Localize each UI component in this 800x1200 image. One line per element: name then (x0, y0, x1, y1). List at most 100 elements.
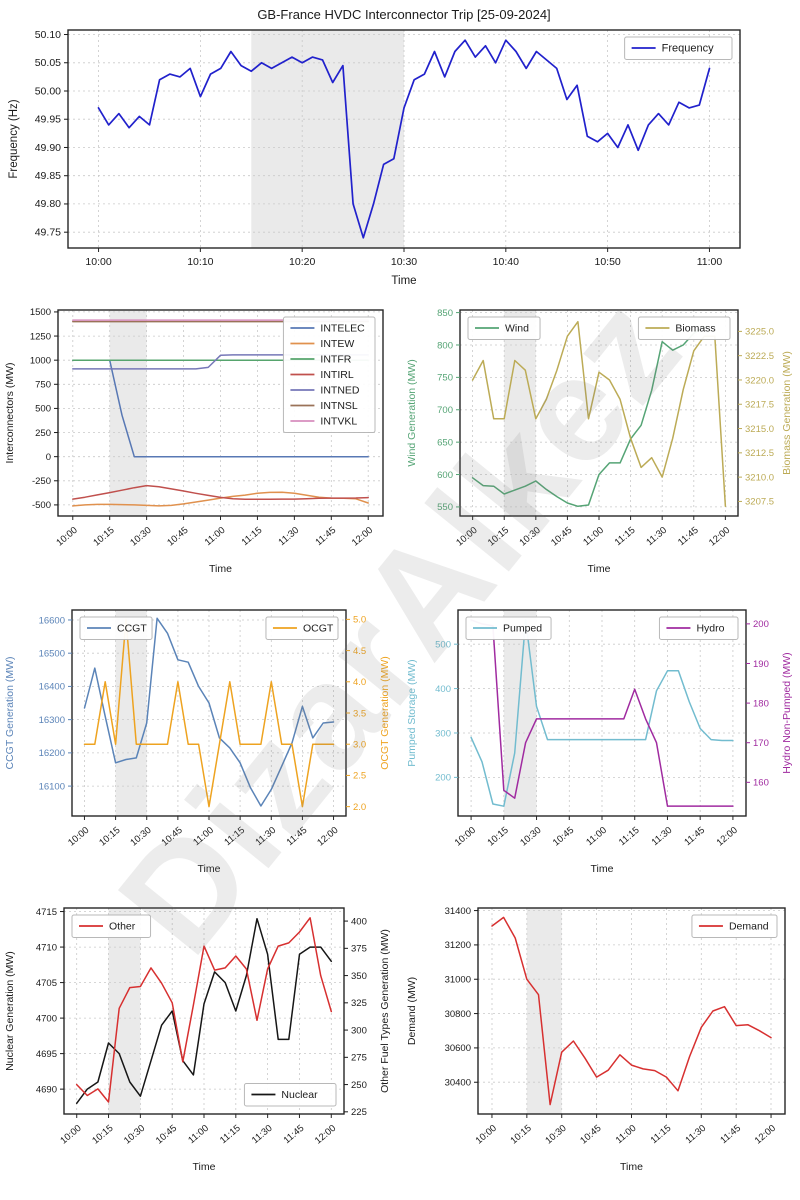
svg-text:4690: 4690 (36, 1084, 57, 1095)
svg-text:30800: 30800 (445, 1009, 471, 1020)
svg-text:1250: 1250 (30, 331, 51, 342)
svg-text:11:30: 11:30 (277, 525, 302, 548)
svg-text:4695: 4695 (36, 1049, 57, 1060)
svg-text:10:00: 10:00 (58, 1123, 83, 1147)
svg-text:-500: -500 (32, 500, 51, 511)
svg-text:GB-France HVDC Interconnector: GB-France HVDC Interconnector Trip [25-0… (257, 7, 550, 22)
svg-text:11:00: 11:00 (581, 525, 606, 548)
svg-text:12:00: 12:00 (753, 1123, 778, 1147)
svg-text:11:45: 11:45 (313, 525, 338, 548)
svg-text:400: 400 (435, 684, 451, 695)
svg-text:2.0: 2.0 (353, 802, 366, 813)
svg-text:Biomass Generation (MW): Biomass Generation (MW) (781, 351, 793, 475)
svg-text:16300: 16300 (39, 715, 65, 726)
svg-text:30600: 30600 (445, 1043, 471, 1054)
svg-text:Time: Time (588, 563, 611, 575)
svg-text:300: 300 (351, 1025, 367, 1036)
svg-text:OCGT: OCGT (303, 623, 334, 635)
svg-text:INTELEC: INTELEC (320, 323, 365, 335)
svg-text:49.95: 49.95 (35, 114, 61, 126)
chart-ccgt-ocgt: 10:00 10:15 10:30 10:45 11:00 11:15 11:30 11:45… (0, 600, 398, 898)
svg-text:Nuclear: Nuclear (281, 1089, 318, 1101)
svg-text:10:00: 10:00 (66, 825, 91, 849)
svg-text:12:00: 12:00 (313, 1123, 338, 1147)
svg-text:4.5: 4.5 (353, 646, 366, 657)
svg-text:Time: Time (591, 863, 614, 875)
svg-text:10:30: 10:30 (543, 1123, 568, 1147)
svg-text:10:50: 10:50 (594, 256, 620, 268)
svg-text:3212.5: 3212.5 (745, 448, 774, 459)
svg-text:10:45: 10:45 (160, 825, 185, 849)
svg-text:49.75: 49.75 (35, 226, 61, 238)
chart-nuclear-other: 10:00 10:15 10:30 10:45 11:00 11:15 11:30 11:45… (0, 898, 398, 1196)
svg-text:16100: 16100 (39, 781, 65, 792)
svg-text:10:00: 10:00 (474, 1123, 499, 1147)
svg-text:3220.0: 3220.0 (745, 375, 774, 386)
svg-text:10:00: 10:00 (54, 525, 79, 549)
svg-text:INTNED: INTNED (320, 385, 360, 397)
svg-text:10:45: 10:45 (165, 525, 190, 549)
svg-text:3.0: 3.0 (353, 740, 366, 751)
svg-text:800: 800 (437, 340, 453, 351)
svg-text:10:30: 10:30 (122, 1123, 147, 1147)
svg-text:10:15: 10:15 (508, 1123, 533, 1147)
svg-text:11:45: 11:45 (682, 825, 707, 848)
svg-text:OCGT Generation (MW): OCGT Generation (MW) (379, 656, 391, 770)
svg-text:11:30: 11:30 (683, 1123, 708, 1146)
svg-text:Time: Time (198, 863, 221, 875)
svg-text:Frequency (Hz): Frequency (Hz) (8, 99, 20, 178)
svg-text:500: 500 (35, 404, 51, 415)
svg-text:700: 700 (437, 405, 453, 416)
svg-text:10:45: 10:45 (154, 1123, 179, 1147)
svg-text:3222.5: 3222.5 (745, 351, 774, 362)
svg-text:49.85: 49.85 (35, 170, 61, 182)
pumped_hydro-svg: 10:00 10:15 10:30 10:45 11:00 11:15 11:30 11:45… (406, 609, 793, 875)
svg-text:200: 200 (753, 619, 769, 630)
svg-text:190: 190 (753, 659, 769, 670)
svg-text:10:30: 10:30 (128, 525, 153, 549)
svg-text:Hydro: Hydro (696, 623, 724, 635)
svg-text:11:45: 11:45 (676, 525, 701, 548)
svg-text:12:00: 12:00 (315, 825, 340, 849)
svg-text:275: 275 (351, 1053, 367, 1064)
svg-text:10:15: 10:15 (91, 525, 116, 549)
svg-text:10:00: 10:00 (85, 256, 111, 268)
chart-demand: 10:00 10:15 10:30 10:45 11:00 11:15 11:30 11:45… (402, 898, 800, 1196)
svg-text:Nuclear Generation (MW): Nuclear Generation (MW) (4, 951, 16, 1071)
svg-text:Wind Generation (MW): Wind Generation (MW) (406, 359, 418, 466)
svg-text:INTIRL: INTIRL (320, 369, 353, 381)
svg-text:Time: Time (209, 563, 232, 575)
svg-text:0: 0 (46, 452, 51, 463)
svg-text:11:00: 11:00 (584, 825, 609, 848)
svg-text:16400: 16400 (39, 682, 65, 693)
svg-text:1500: 1500 (30, 307, 51, 318)
svg-text:Biomass: Biomass (675, 323, 715, 335)
svg-text:12:00: 12:00 (715, 825, 740, 849)
svg-text:11:15: 11:15 (649, 1123, 674, 1146)
nuclear_other-svg: 10:00 10:15 10:30 10:45 11:00 11:15 11:30 11:45… (4, 907, 391, 1173)
chart-interconnectors: 10:00 10:15 10:30 10:45 11:00 11:15 11:30 11:45… (0, 300, 398, 598)
demand-svg: 10:00 10:15 10:30 10:45 11:00 11:15 11:30 11:45… (406, 906, 786, 1173)
svg-text:400: 400 (351, 916, 367, 927)
svg-text:11:15: 11:15 (218, 1123, 243, 1146)
svg-text:11:45: 11:45 (282, 1123, 307, 1146)
interconnectors-svg: 10:00 10:15 10:30 10:45 11:00 11:15 11:30 11:45… (4, 307, 384, 575)
chart-pumped-hydro: 10:00 10:15 10:30 10:45 11:00 11:15 11:30 11:45… (402, 600, 800, 898)
svg-text:3217.5: 3217.5 (745, 400, 774, 411)
svg-text:Hydro Non-Pumped (MW): Hydro Non-Pumped (MW) (781, 652, 793, 773)
svg-text:11:45: 11:45 (718, 1123, 743, 1146)
svg-text:INTFR: INTFR (320, 354, 351, 366)
svg-text:10:45: 10:45 (578, 1123, 603, 1147)
svg-text:11:00: 11:00 (614, 1123, 639, 1146)
svg-text:Time: Time (193, 1161, 216, 1173)
svg-text:31000: 31000 (445, 975, 471, 986)
svg-text:49.80: 49.80 (35, 198, 61, 210)
svg-text:Interconnectors (MW): Interconnectors (MW) (4, 363, 16, 464)
svg-text:CCGT Generation (MW): CCGT Generation (MW) (4, 657, 16, 770)
svg-text:10:45: 10:45 (551, 825, 576, 849)
svg-text:Pumped Storage (MW): Pumped Storage (MW) (406, 659, 418, 766)
svg-text:16500: 16500 (39, 648, 65, 659)
svg-text:Time: Time (620, 1161, 643, 1173)
svg-text:11:30: 11:30 (650, 825, 675, 848)
